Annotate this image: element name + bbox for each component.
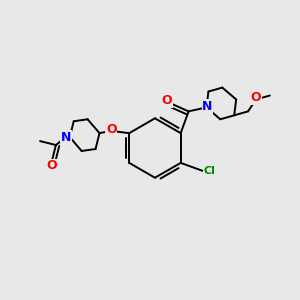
- Text: N: N: [202, 100, 213, 113]
- Text: O: O: [106, 123, 117, 136]
- Text: N: N: [61, 130, 71, 144]
- Text: O: O: [46, 159, 57, 172]
- Text: Cl: Cl: [203, 166, 215, 176]
- Text: O: O: [161, 94, 172, 107]
- Text: O: O: [251, 91, 261, 104]
